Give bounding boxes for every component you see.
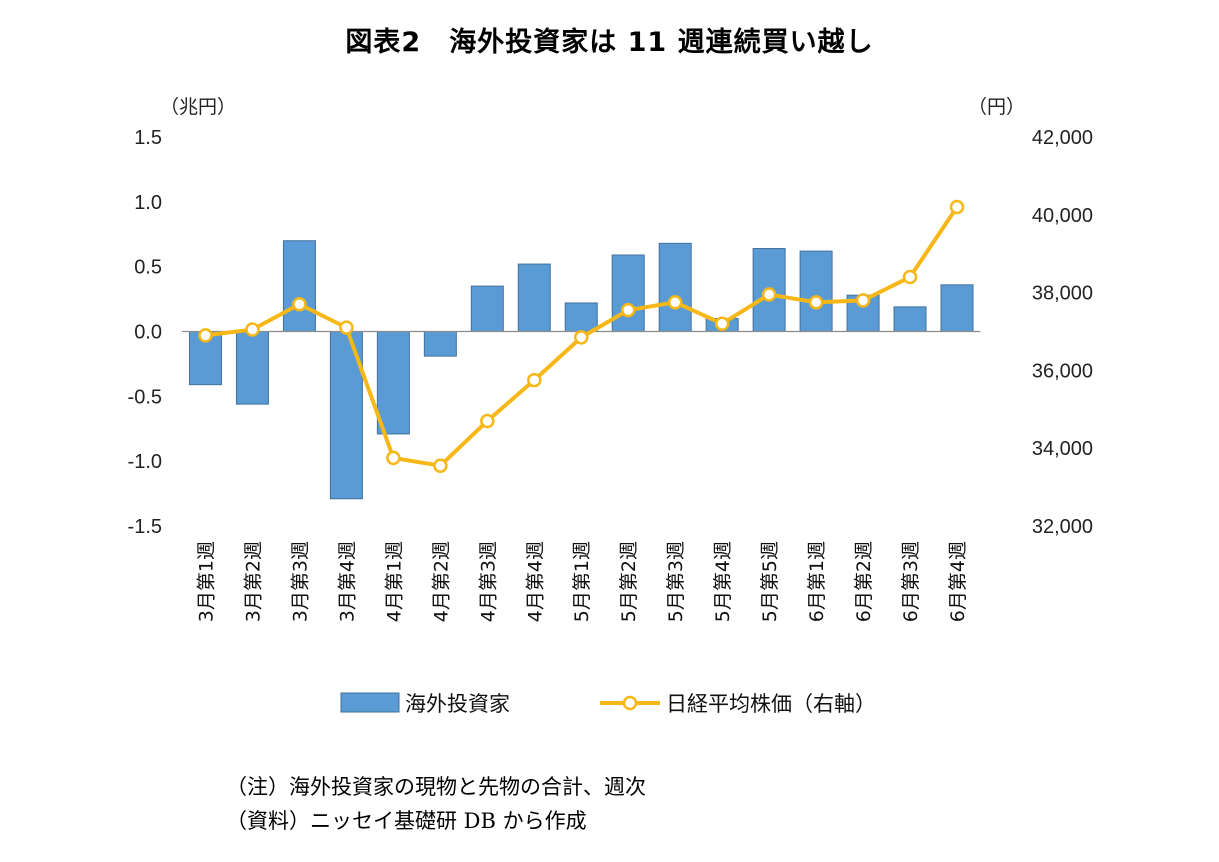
category-label: 5月第4週	[712, 541, 734, 622]
category-label: 6月第1週	[806, 541, 828, 622]
legend-line-label: 日経平均株価（右軸）	[666, 692, 876, 716]
left-tick-label: 1.0	[134, 192, 162, 214]
bar	[611, 254, 645, 333]
bar	[376, 331, 410, 435]
right-tick-label: 34,000	[1032, 438, 1093, 460]
left-tick-label: 0.0	[134, 322, 162, 344]
legend-line-marker	[622, 695, 638, 711]
bar	[235, 331, 269, 405]
bar	[564, 302, 598, 332]
bar	[658, 242, 692, 332]
line-series	[198, 199, 965, 473]
line-point	[198, 328, 213, 343]
category-label: 6月第4週	[947, 541, 969, 622]
category-label: 5月第5週	[759, 541, 781, 622]
line-point	[292, 297, 307, 312]
category-label: 4月第4週	[524, 541, 546, 622]
bar	[423, 331, 457, 357]
line-point	[573, 330, 589, 345]
left-axis-ticks: 1.5 1.0 0.5 0.0 -0.5 -1.0 -1.5	[128, 127, 162, 538]
bar	[282, 240, 316, 333]
bar	[470, 285, 504, 333]
category-label: 3月第3週	[289, 541, 311, 622]
line-point	[480, 413, 495, 429]
line-point	[667, 295, 683, 310]
category-label: 4月第1週	[383, 541, 405, 622]
right-tick-label: 42,000	[1032, 127, 1093, 149]
category-labels: 3月第1週 3月第2週 3月第3週 3月第4週 4月第1週 4月第2週 4月第3週 4月第4週…	[195, 541, 969, 622]
category-label: 3月第1週	[195, 541, 217, 622]
category-label: 3月第2週	[242, 541, 264, 622]
category-label: 4月第2週	[430, 541, 452, 622]
line-point	[245, 322, 260, 337]
category-label: 5月第2週	[618, 541, 640, 622]
left-tick-label: -0.5	[128, 386, 162, 408]
category-label: 4月第3週	[477, 541, 499, 622]
line-point	[714, 316, 730, 331]
left-tick-label: 0.5	[134, 257, 162, 279]
line-point	[620, 302, 636, 318]
category-label: 6月第3週	[900, 541, 922, 622]
left-tick-label: -1.0	[128, 451, 162, 473]
footnotes: （注）海外投資家の現物と先物の合計、週次 （資料）ニッセイ基礎研 DB から作成	[226, 770, 646, 838]
left-tick-label: -1.5	[128, 516, 162, 538]
source-line: （資料）ニッセイ基礎研 DB から作成	[226, 809, 587, 833]
chart-title: 図表2 海外投資家は 11 週連続買い越し	[345, 27, 874, 58]
category-label: 5月第3週	[665, 541, 687, 622]
category-label: 6月第2週	[853, 541, 875, 622]
line-point	[339, 320, 354, 335]
line-point	[433, 458, 448, 473]
right-axis-unit: （円）	[968, 96, 1025, 118]
category-label: 3月第4週	[336, 541, 358, 622]
line-point	[808, 295, 824, 310]
legend: 海外投資家 日経平均株価（右軸）	[340, 692, 876, 716]
line-point	[855, 293, 871, 308]
right-tick-label: 36,000	[1032, 360, 1093, 382]
bar	[799, 250, 833, 333]
legend-bar-swatch	[340, 692, 400, 713]
note-line: （注）海外投資家の現物と先物の合計、週次	[226, 775, 646, 799]
left-tick-label: 1.5	[134, 127, 162, 149]
bar	[517, 263, 551, 332]
line-point	[949, 199, 965, 215]
line-point	[902, 269, 918, 285]
legend-bar-label: 海外投資家	[405, 692, 510, 716]
bar-series	[188, 240, 974, 500]
line-point	[761, 287, 777, 302]
bar	[893, 306, 927, 333]
right-tick-label: 38,000	[1032, 283, 1093, 305]
category-label: 5月第1週	[571, 541, 593, 622]
line-point	[527, 372, 542, 388]
bar	[940, 284, 974, 333]
line-point	[386, 450, 401, 466]
left-axis-unit: （兆円）	[160, 96, 236, 118]
right-tick-label: 32,000	[1032, 516, 1093, 538]
right-tick-label: 40,000	[1032, 205, 1093, 227]
right-axis-ticks: 42,000 40,000 38,000 36,000 34,000 32,000	[1032, 127, 1093, 538]
